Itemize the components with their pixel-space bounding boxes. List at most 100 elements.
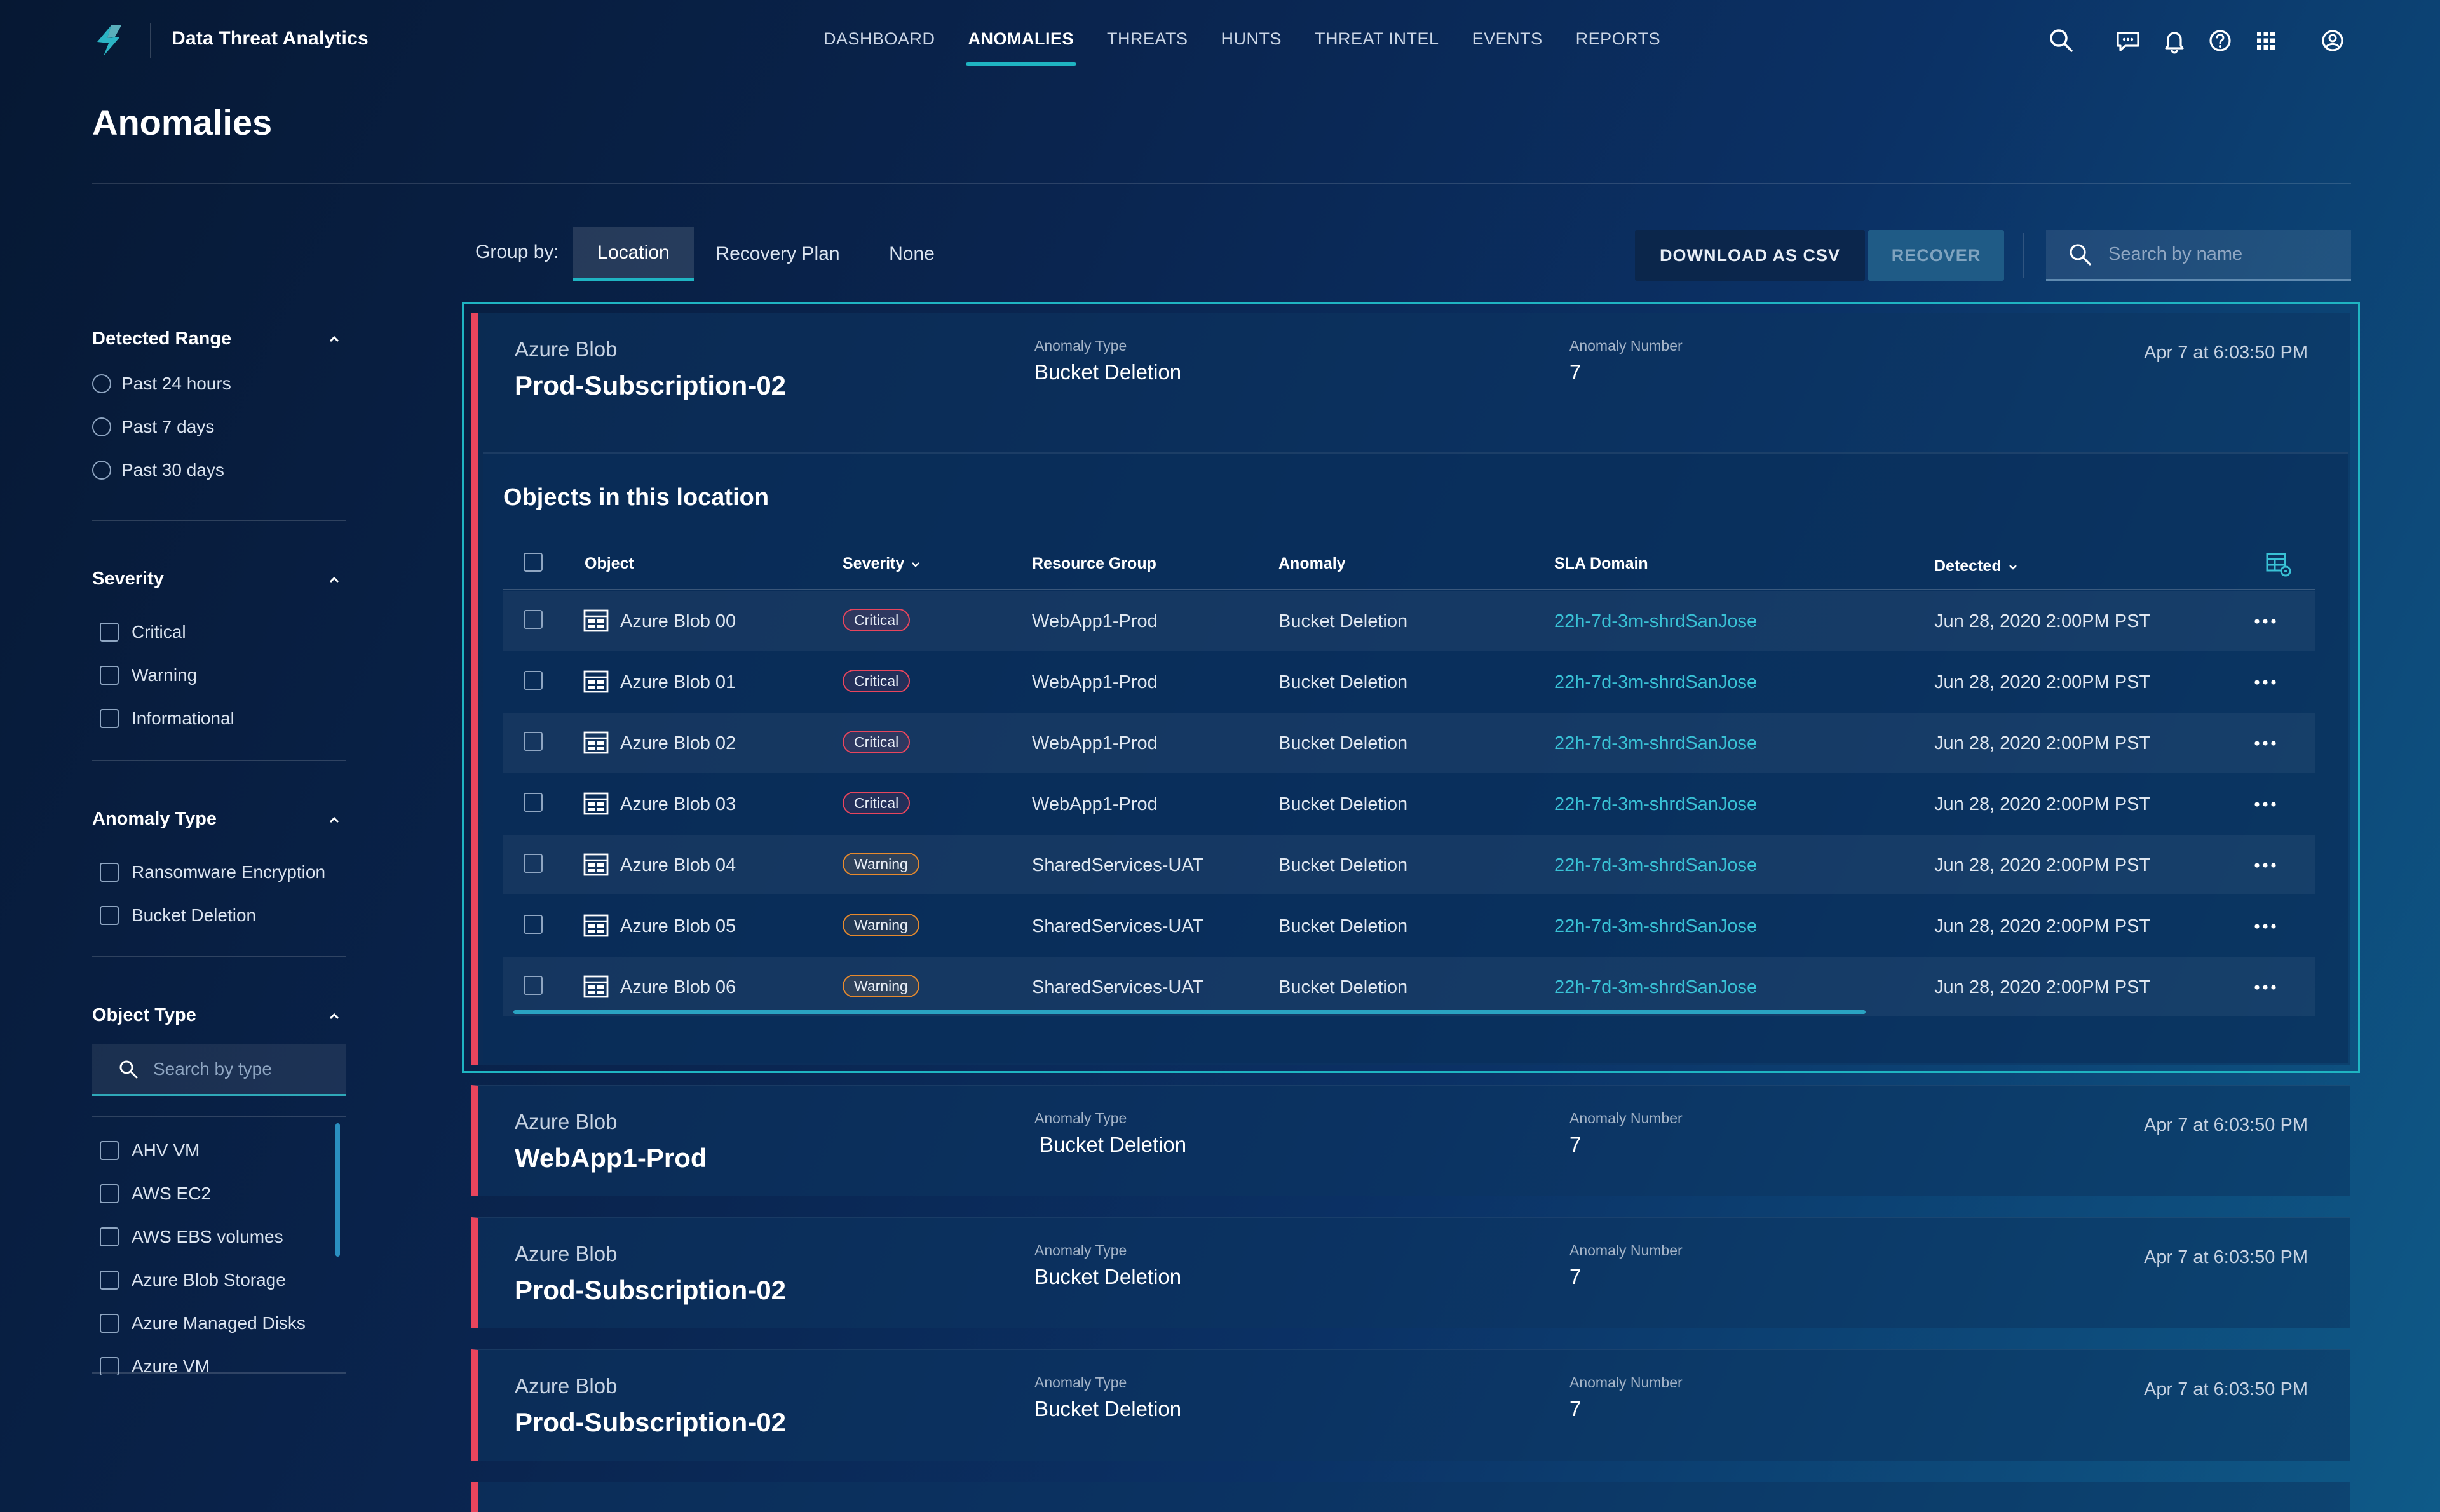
row-checkbox[interactable] bbox=[524, 732, 543, 751]
radio-past-30-days[interactable]: Past 30 days bbox=[92, 460, 224, 480]
checkbox-aws-ebs-volumes[interactable]: AWS EBS volumes bbox=[100, 1227, 283, 1247]
column-header-detected[interactable]: Detected bbox=[1934, 557, 2018, 576]
group-by-recovery-plan[interactable]: Recovery Plan bbox=[715, 243, 840, 264]
checkbox[interactable] bbox=[100, 1184, 119, 1203]
checkbox-warning[interactable]: Warning bbox=[100, 665, 197, 685]
column-header-sla-domain[interactable]: SLA Domain bbox=[1554, 555, 1648, 573]
sla-domain-link[interactable]: 22h-7d-3m-shrdSanJose bbox=[1554, 672, 1758, 692]
column-header-object[interactable]: Object bbox=[585, 555, 634, 573]
more-options-icon[interactable] bbox=[2254, 680, 2276, 685]
sla-domain-link[interactable]: 22h-7d-3m-shrdSanJose bbox=[1554, 855, 1758, 875]
nav-dashboard[interactable]: DASHBOARD bbox=[824, 29, 935, 48]
sla-domain-link[interactable]: 22h-7d-3m-shrdSanJose bbox=[1554, 611, 1758, 631]
object-name[interactable]: Azure Blob 00 bbox=[620, 611, 736, 631]
radio-button[interactable] bbox=[92, 374, 111, 393]
table-row[interactable]: Azure Blob 04 Warning SharedServices-UAT… bbox=[503, 835, 2315, 894]
table-settings-icon[interactable] bbox=[2265, 550, 2293, 578]
search-by-name-input[interactable]: Search by name bbox=[2046, 230, 2351, 281]
nav-reports[interactable]: REPORTS bbox=[1575, 29, 1661, 48]
checkbox[interactable] bbox=[100, 1141, 119, 1160]
app-logo-icon[interactable] bbox=[92, 23, 129, 58]
table-row[interactable]: Azure Blob 01 Critical WebApp1-Prod Buck… bbox=[503, 652, 2315, 712]
more-options-icon[interactable] bbox=[2254, 863, 2276, 868]
checkbox[interactable] bbox=[100, 906, 119, 925]
search-icon[interactable] bbox=[2046, 25, 2077, 56]
anomaly-card-partial[interactable] bbox=[471, 1482, 2350, 1512]
more-options-icon[interactable] bbox=[2254, 619, 2276, 624]
nav-hunts[interactable]: HUNTS bbox=[1221, 29, 1282, 48]
row-checkbox[interactable] bbox=[524, 854, 543, 873]
nav-threat-intel[interactable]: THREAT INTEL bbox=[1315, 29, 1439, 48]
recover-button[interactable]: RECOVER bbox=[1868, 230, 2004, 281]
radio-past-7-days[interactable]: Past 7 days bbox=[92, 417, 214, 437]
checkbox-azure-managed-disks[interactable]: Azure Managed Disks bbox=[100, 1313, 306, 1333]
apps-grid-icon[interactable] bbox=[2251, 25, 2281, 56]
row-checkbox[interactable] bbox=[524, 793, 543, 812]
nav-events[interactable]: EVENTS bbox=[1472, 29, 1543, 48]
object-name[interactable]: Azure Blob 06 bbox=[620, 977, 736, 997]
sla-domain-link[interactable]: 22h-7d-3m-shrdSanJose bbox=[1554, 977, 1758, 997]
object-type-search-input[interactable]: Search by type bbox=[92, 1044, 346, 1096]
group-by-location[interactable]: Location bbox=[573, 227, 694, 281]
row-checkbox[interactable] bbox=[524, 915, 543, 934]
table-row[interactable]: Azure Blob 05 Warning SharedServices-UAT… bbox=[503, 896, 2315, 955]
sla-domain-link[interactable]: 22h-7d-3m-shrdSanJose bbox=[1554, 733, 1758, 753]
anomaly-card[interactable]: Azure Blob WebApp1-Prod Anomaly Type Buc… bbox=[471, 1085, 2350, 1196]
checkbox[interactable] bbox=[100, 1227, 119, 1246]
column-header-resource-group[interactable]: Resource Group bbox=[1032, 555, 1156, 573]
radio-button[interactable] bbox=[92, 417, 111, 436]
nav-anomalies[interactable]: ANOMALIES bbox=[965, 29, 1076, 66]
object-name[interactable]: Azure Blob 02 bbox=[620, 733, 736, 753]
checkbox-critical[interactable]: Critical bbox=[100, 622, 186, 642]
chevron-up-icon[interactable] bbox=[327, 572, 342, 588]
checkbox-azure-blob-storage[interactable]: Azure Blob Storage bbox=[100, 1270, 286, 1290]
object-name[interactable]: Azure Blob 04 bbox=[620, 855, 736, 875]
row-checkbox[interactable] bbox=[524, 610, 543, 629]
checkbox[interactable] bbox=[100, 666, 119, 685]
help-icon[interactable] bbox=[2205, 25, 2235, 56]
group-by-none[interactable]: None bbox=[889, 243, 935, 264]
object-type-scrollbar[interactable] bbox=[336, 1123, 340, 1257]
checkbox[interactable] bbox=[100, 709, 119, 728]
checkbox[interactable] bbox=[100, 1357, 119, 1375]
table-row[interactable]: Azure Blob 00 Critical WebApp1-Prod Buck… bbox=[503, 591, 2315, 651]
select-all-checkbox[interactable] bbox=[524, 553, 543, 572]
nav-threats[interactable]: THREATS bbox=[1107, 29, 1188, 48]
checkbox[interactable] bbox=[100, 1314, 119, 1333]
checkbox-bucket-deletion[interactable]: Bucket Deletion bbox=[100, 905, 256, 926]
table-row[interactable]: Azure Blob 06 Warning SharedServices-UAT… bbox=[503, 957, 2315, 1016]
checkbox-aws-ec2[interactable]: AWS EC2 bbox=[100, 1184, 211, 1204]
checkbox-informational[interactable]: Informational bbox=[100, 708, 234, 729]
more-options-icon[interactable] bbox=[2254, 741, 2276, 746]
table-horizontal-scrollbar[interactable] bbox=[513, 1010, 1866, 1014]
object-name[interactable]: Azure Blob 01 bbox=[620, 672, 736, 692]
checkbox-azure-vm[interactable]: Azure VM bbox=[100, 1356, 210, 1375]
anomaly-card[interactable]: Azure Blob Prod-Subscription-02 Anomaly … bbox=[471, 1349, 2350, 1461]
sla-domain-link[interactable]: 22h-7d-3m-shrdSanJose bbox=[1554, 916, 1758, 936]
anomaly-card[interactable]: Azure Blob Prod-Subscription-02 Anomaly … bbox=[471, 1217, 2350, 1328]
column-header-severity[interactable]: Severity bbox=[843, 555, 921, 573]
table-row[interactable]: Azure Blob 02 Critical WebApp1-Prod Buck… bbox=[503, 713, 2315, 773]
checkbox-ransomware-encryption[interactable]: Ransomware Encryption bbox=[100, 862, 325, 882]
row-checkbox[interactable] bbox=[524, 671, 543, 690]
bell-icon[interactable] bbox=[2159, 25, 2190, 56]
checkbox[interactable] bbox=[100, 623, 119, 642]
more-options-icon[interactable] bbox=[2254, 802, 2276, 807]
table-row[interactable]: Azure Blob 03 Critical WebApp1-Prod Buck… bbox=[503, 774, 2315, 834]
chevron-up-icon[interactable] bbox=[327, 1009, 342, 1024]
download-csv-button[interactable]: DOWNLOAD AS CSV bbox=[1635, 230, 1865, 281]
column-header-anomaly[interactable]: Anomaly bbox=[1278, 555, 1346, 573]
chevron-up-icon[interactable] bbox=[327, 813, 342, 828]
more-options-icon[interactable] bbox=[2254, 985, 2276, 990]
radio-past-24-hours[interactable]: Past 24 hours bbox=[92, 374, 231, 394]
object-name[interactable]: Azure Blob 05 bbox=[620, 916, 736, 936]
chevron-up-icon[interactable] bbox=[327, 332, 342, 347]
row-checkbox[interactable] bbox=[524, 976, 543, 995]
user-icon[interactable] bbox=[2317, 25, 2348, 56]
more-options-icon[interactable] bbox=[2254, 924, 2276, 929]
checkbox[interactable] bbox=[100, 1271, 119, 1290]
checkbox[interactable] bbox=[100, 863, 119, 882]
chat-icon[interactable] bbox=[2113, 25, 2143, 56]
checkbox-ahv-vm[interactable]: AHV VM bbox=[100, 1140, 200, 1161]
sla-domain-link[interactable]: 22h-7d-3m-shrdSanJose bbox=[1554, 794, 1758, 814]
